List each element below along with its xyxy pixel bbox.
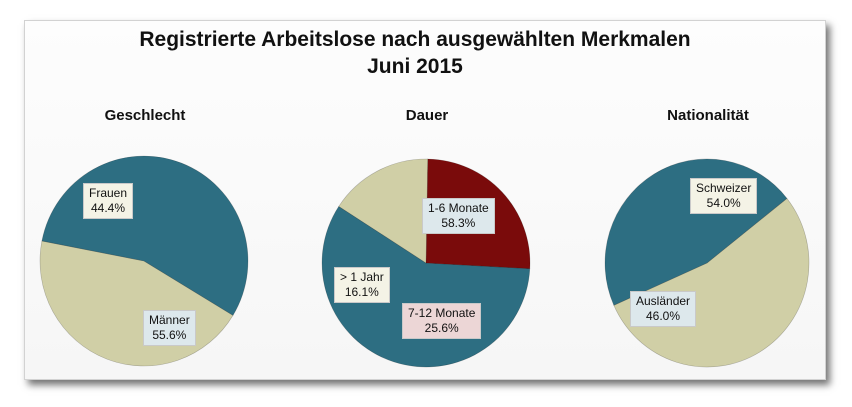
slice-label-frauen-value: 44.4% (91, 201, 126, 215)
slice-label-maenner-name: Männer (149, 313, 190, 327)
slice-label-schweizer-value: 54.0% (706, 196, 741, 210)
slice-label-schweizer: Schweizer 54.0% (690, 178, 758, 214)
slice-label-1-6-monate-name: 1-6 Monate (428, 201, 489, 215)
slice-label-ueber-1-jahr-value: 16.1% (344, 285, 379, 299)
chart-title-line-1: Registrierte Arbeitslose nach ausgewählt… (139, 28, 691, 51)
pie-title-geschlecht: Geschlecht (104, 107, 186, 124)
slice-label-maenner: Männer 55.6% (143, 310, 196, 346)
slice-label-frauen: Frauen 44.4% (83, 183, 134, 219)
chart-title-line-2: Juni 2015 (367, 55, 463, 78)
chart-title: Registrierte Arbeitslose nach ausgewählt… (120, 26, 710, 80)
slice-label-auslaender-value: 46.0% (646, 309, 681, 323)
slice-label-schweizer-name: Schweizer (696, 181, 752, 195)
slice-label-ueber-1-jahr: > 1 Jahr 16.1% (334, 267, 390, 303)
slice-label-1-6-monate: 1-6 Monate 58.3% (422, 198, 495, 234)
slice-label-7-12-monate-name: 7-12 Monate (408, 306, 476, 320)
slice-label-maenner-value: 55.6% (152, 328, 187, 342)
slice-label-auslaender: Ausländer 46.0% (630, 291, 697, 327)
pie-title-nationalitaet: Nationalität (667, 107, 749, 124)
slice-label-ueber-1-jahr-name: > 1 Jahr (340, 270, 384, 284)
pie-slice-ueber-1-jahr (338, 158, 429, 264)
pie-title-dauer: Dauer (405, 107, 449, 124)
slice-label-frauen-name: Frauen (89, 186, 128, 200)
slice-label-7-12-monate-value: 25.6% (424, 321, 459, 335)
slice-label-1-6-monate-value: 58.3% (441, 216, 476, 230)
slice-label-7-12-monate: 7-12 Monate 25.6% (402, 303, 482, 339)
slice-label-auslaender-name: Ausländer (636, 294, 691, 308)
